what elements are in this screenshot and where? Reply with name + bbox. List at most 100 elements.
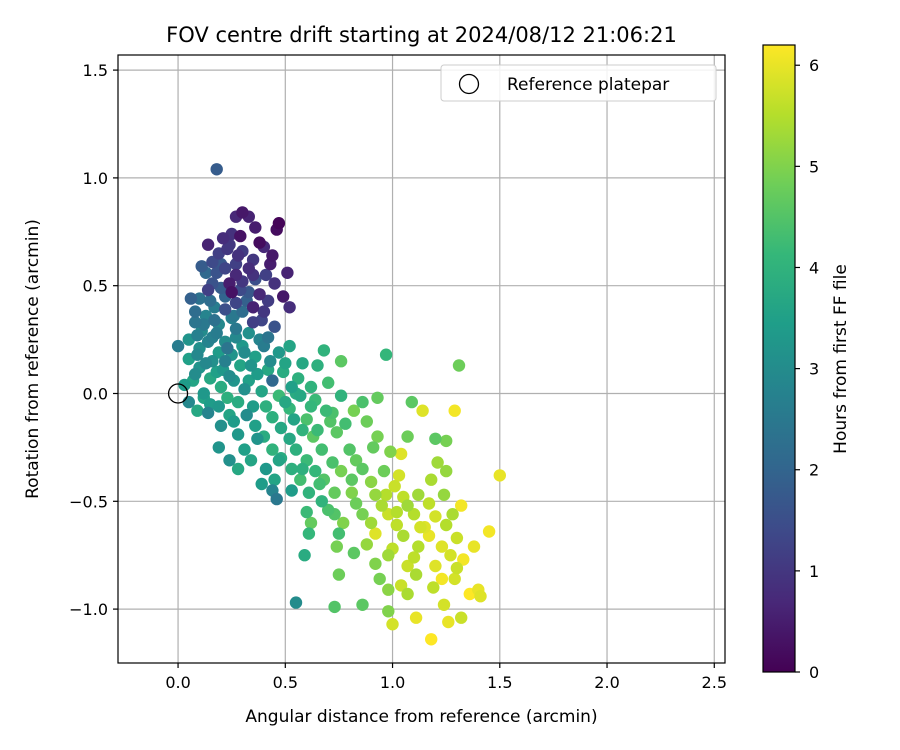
scatter-point [382,549,395,562]
scatter-point [210,326,223,340]
scatter-point [330,426,343,439]
scatter-point [345,486,358,499]
scatter-point [437,488,451,501]
scatter-point [369,557,382,570]
scatter-point [315,443,328,456]
scatter-point [266,411,279,424]
scatter-point [339,417,352,430]
scatter-point [401,587,414,601]
scatter-point [384,445,397,458]
scatter-point [422,497,436,510]
scatter-point [416,404,429,417]
scatter-point [191,348,204,361]
scatter-point [283,339,296,353]
scatter-point [219,355,232,368]
scatter-point [298,549,311,562]
colorbar-ticks: 0 1 2 3 4 5 6 [795,56,819,682]
scatter-point [274,421,288,435]
scatter-point [270,492,283,506]
scatter-point [279,357,292,370]
scatter-point [392,469,406,482]
scatter-point [296,462,309,476]
scatter-point [240,408,253,422]
scatter-point [375,499,388,512]
scatter-point [369,488,382,501]
scatter-point [444,549,457,562]
scatter-point [322,503,335,517]
scatter-point [231,249,245,262]
scatter-point [296,357,309,370]
scatter-point [429,510,442,523]
scatter-point [219,303,232,316]
scatter-point [315,495,328,508]
scatter-point [448,404,461,417]
scatter-point [450,561,464,575]
scatter-point [474,590,487,603]
scatter-point [360,538,373,551]
scatter-point [343,443,356,456]
scatter-point [371,391,384,404]
scatter-point [429,432,442,445]
scatter-point [253,236,266,249]
colorbar: 0 1 2 3 4 5 6 Hours from first FF file [762,44,851,682]
colorbar-tick-label: 3 [809,360,819,379]
scatter-point [317,344,331,357]
scatter-point [268,277,281,290]
scatter-point [283,301,296,314]
scatter-point [221,342,234,355]
scatter-point [208,314,221,327]
scatter-point [482,525,496,538]
scatter-point [236,206,249,219]
y-axis-label: Rotation from reference (arcmin) [23,219,43,499]
scatter-point [283,432,296,445]
scatter-point [214,380,228,394]
scatter-point [219,262,232,275]
x-axis-ticks: 0.0 0.5 1.0 1.5 2.0 2.5 [165,663,727,692]
scatter-point [253,288,266,301]
scatter-point [277,290,290,303]
y-tick-label: −1.0 [69,600,108,619]
scatter-point [231,462,245,476]
scatter-point [285,484,298,497]
scatter-point [467,540,481,553]
scatter-point [448,572,461,586]
legend: Reference platepar [440,64,717,102]
scatter-point [379,348,393,361]
colorbar-tick-label: 4 [809,258,819,277]
scatter-point [334,389,348,402]
scatter-point [246,316,260,329]
scatter-point [249,221,262,234]
scatter-point [285,380,298,394]
scatter-point [319,404,333,417]
scatter-point [221,242,234,256]
scatter-point [412,488,425,501]
scatter-point [246,400,260,413]
scatter-point [264,355,277,368]
x-tick-label: 0.0 [165,673,190,692]
y-axis-ticks: −1.0 −0.5 0.0 0.5 1.0 1.5 [69,61,118,619]
scatter-point [302,486,316,499]
scatter-point [251,367,264,381]
scatter-point [268,473,281,486]
scatter-point [446,508,459,521]
legend-label: Reference platepar [507,75,669,95]
scatter-point [440,518,453,532]
scatter-point [178,378,191,392]
scatter-point [261,294,275,307]
scatter-point [229,331,243,344]
scatter-point [292,372,305,385]
scatter-point [407,551,421,564]
scatter-point [427,581,440,594]
scatter-point [304,516,318,530]
y-tick-label: 1.5 [83,61,108,80]
scatter-point [435,572,449,586]
scatter-point [369,527,382,540]
scatter-point [412,540,425,553]
scatter-point [189,305,202,318]
scatter-point [455,611,468,624]
scatter-point [223,370,236,383]
scatter-point [330,540,343,553]
scatter-point [231,428,245,441]
scatter-point [294,473,307,486]
scatter-point [382,605,395,618]
